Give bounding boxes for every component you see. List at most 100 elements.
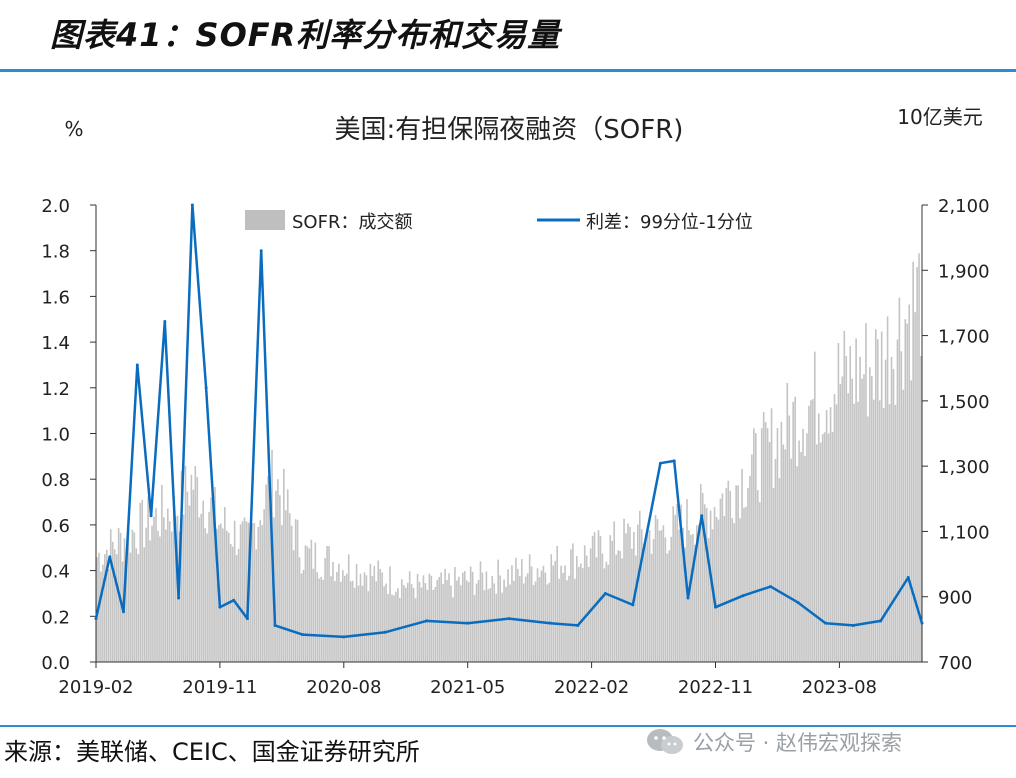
volume-bar — [461, 572, 464, 662]
volume-bar — [888, 404, 891, 662]
volume-bar — [174, 516, 177, 662]
volume-bar — [408, 571, 411, 662]
spread-point — [232, 598, 236, 602]
volume-bar — [469, 566, 472, 662]
legend: SOFR：成交额 利差：99分位-1分位 — [245, 210, 753, 233]
volume-bar — [161, 484, 163, 662]
volume-bar — [605, 561, 608, 662]
volume-bar — [910, 380, 912, 662]
volume-bar — [318, 578, 321, 662]
volume-bar — [507, 569, 509, 662]
volume-bar — [642, 543, 645, 662]
volume-bar — [399, 597, 401, 662]
volume-bar — [530, 566, 533, 662]
volume-bar — [678, 529, 680, 662]
spread-point — [603, 591, 607, 595]
volume-bar — [741, 469, 743, 662]
volume-bar — [528, 554, 531, 662]
volume-bar — [367, 591, 370, 662]
volume-bar — [259, 520, 262, 662]
spread-point — [218, 605, 222, 609]
y-left-tick-label: 0.6 — [41, 516, 70, 537]
spread-point — [383, 630, 387, 634]
volume-bar — [314, 542, 317, 662]
y-left-tick-label: 2.0 — [41, 196, 70, 217]
volume-bar — [823, 432, 826, 662]
x-tick-label: 2021-05 — [430, 677, 505, 698]
volume-bar — [438, 576, 440, 662]
volume-bar — [127, 526, 130, 662]
volume-bar — [593, 532, 596, 662]
volume-bar — [713, 506, 716, 662]
y-left-tick-label: 1.4 — [41, 333, 70, 354]
volume-bar — [345, 573, 348, 662]
spread-point — [920, 621, 924, 625]
volume-bar — [363, 572, 366, 662]
volume-bar — [503, 579, 505, 662]
volume-bar — [275, 490, 277, 662]
volume-bar — [735, 485, 737, 662]
spread-point — [204, 386, 208, 390]
volume-bar — [812, 399, 814, 662]
spread-point — [342, 635, 346, 639]
volume-bar — [629, 526, 631, 662]
volume-bar — [294, 519, 297, 662]
volume-bar — [131, 529, 134, 662]
volume-bar — [703, 504, 706, 662]
volume-bar — [764, 422, 767, 662]
volume-bar — [440, 572, 442, 662]
volume-bar — [180, 470, 183, 662]
volume-bar — [847, 393, 850, 662]
volume-bar — [308, 548, 311, 662]
volume-bar — [406, 582, 409, 662]
volume-bar — [517, 568, 519, 662]
volume-bar — [743, 507, 745, 662]
volume-bar — [572, 543, 574, 662]
header-rule — [0, 69, 1016, 72]
volume-bar — [804, 456, 806, 662]
volume-bar — [296, 519, 299, 662]
volume-bar — [680, 504, 682, 662]
volume-bar — [660, 530, 663, 662]
volume-bar — [721, 493, 724, 662]
volume-bar — [796, 466, 798, 662]
source-note: 来源：美联储、CEIC、国金证券研究所 — [4, 738, 420, 766]
volume-bar — [819, 442, 822, 662]
volume-bar — [635, 555, 637, 662]
x-tick-label: 2020-08 — [306, 677, 381, 698]
volume-bar — [371, 575, 374, 662]
volume-bar — [739, 518, 741, 662]
volume-bar — [837, 342, 840, 662]
volume-bar — [682, 527, 684, 662]
volume-bar — [320, 576, 322, 662]
volume-bar — [808, 405, 810, 662]
volume-bar — [656, 519, 659, 662]
volume-bar — [444, 568, 446, 662]
y-right-tick-label: 1,100 — [938, 522, 990, 543]
volume-bar — [690, 534, 692, 662]
volume-bar — [448, 573, 450, 662]
volume-bar — [751, 454, 753, 662]
y-right-tick-label: 1,900 — [938, 261, 990, 282]
volume-bar — [310, 539, 313, 662]
volume-bar — [522, 583, 525, 662]
volume-bar — [603, 568, 606, 662]
volume-bar — [770, 408, 773, 662]
volume-bar — [359, 573, 362, 662]
volume-bar — [109, 529, 112, 662]
y-right-tick-label: 900 — [938, 588, 972, 609]
spread-point — [245, 617, 249, 621]
volume-bar — [190, 474, 193, 662]
volume-bar — [342, 570, 344, 662]
volume-bar — [707, 538, 710, 662]
volume-bar — [821, 434, 824, 662]
volume-bar — [306, 546, 309, 662]
volume-bar — [873, 399, 875, 662]
volume-bar — [340, 581, 342, 662]
volume-bar — [288, 513, 291, 662]
volume-bar — [589, 548, 592, 662]
y-left-tick-label: 1.8 — [41, 242, 70, 263]
volume-bar — [867, 416, 869, 662]
volume-bar — [365, 575, 368, 662]
volume-bar — [163, 517, 165, 662]
